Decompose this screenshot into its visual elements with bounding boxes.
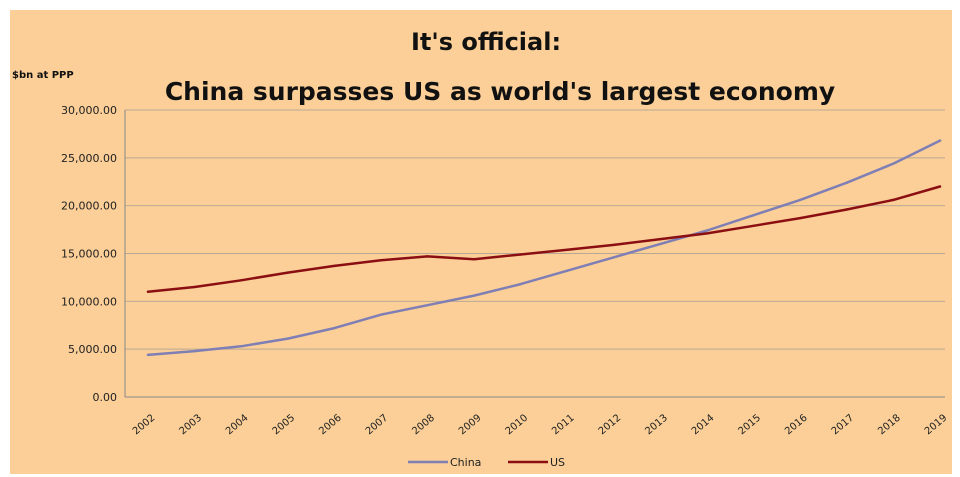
series-line-china xyxy=(146,139,942,357)
x-tick-label: 2011 xyxy=(550,413,577,438)
legend-label-us: US xyxy=(550,456,565,469)
grid-layer xyxy=(125,109,945,350)
x-tick-label: 2002 xyxy=(131,413,158,438)
x-tick-label: 2016 xyxy=(783,413,810,438)
data-point-us xyxy=(146,290,150,293)
data-point-us xyxy=(472,258,476,261)
data-point-china xyxy=(426,303,429,307)
data-point-us xyxy=(286,271,289,274)
data-point-china xyxy=(519,282,522,286)
data-point-china xyxy=(286,337,289,340)
data-point-china xyxy=(566,269,569,272)
line-chart: It's official: China surpasses US as wor… xyxy=(12,28,949,469)
legend-label-china: China xyxy=(450,456,481,469)
x-tick-label: 2015 xyxy=(737,413,764,438)
data-point-china xyxy=(239,345,243,348)
series-layer xyxy=(146,139,942,357)
x-tick-label: 2014 xyxy=(690,413,717,438)
data-point-us xyxy=(845,208,849,211)
x-tick-label: 2008 xyxy=(410,413,437,438)
chart-subtitle: China surpasses US as world's largest ec… xyxy=(165,77,835,106)
data-point-china xyxy=(799,198,802,202)
data-point-china xyxy=(938,139,942,142)
data-point-us xyxy=(659,237,662,241)
data-point-china xyxy=(705,229,709,232)
x-tick-label: 2006 xyxy=(317,413,344,438)
data-point-us xyxy=(892,198,895,202)
x-tick-label: 2003 xyxy=(177,413,204,438)
data-point-china xyxy=(379,313,383,316)
y-tick-label: 25,000.00 xyxy=(61,152,117,165)
data-point-us xyxy=(752,224,755,227)
tick-layer: 0.00 5,000.00 10,000.00 15,000.00 20,000.00 2… xyxy=(61,104,949,437)
data-point-us xyxy=(612,243,616,247)
chart-title: It's official: xyxy=(411,28,561,56)
x-tick-label: 2005 xyxy=(271,413,298,438)
data-point-china xyxy=(612,256,616,259)
data-point-us xyxy=(426,255,429,258)
data-point-us xyxy=(239,279,243,282)
y-axis-label: $bn at PPP xyxy=(12,70,74,81)
data-point-us xyxy=(333,264,336,268)
x-tick-label: 2010 xyxy=(504,413,531,438)
data-point-china xyxy=(892,162,895,165)
data-point-us xyxy=(519,253,522,256)
x-tick-label: 2004 xyxy=(224,413,251,438)
x-tick-label: 2017 xyxy=(830,413,857,438)
x-tick-label: 2012 xyxy=(597,413,624,438)
y-tick-label: 30,000.00 xyxy=(61,104,117,117)
legend: China US xyxy=(408,456,565,469)
x-tick-label: 2009 xyxy=(457,413,484,438)
chart-frame: It's official: China surpasses US as wor… xyxy=(10,10,952,474)
data-point-china xyxy=(146,353,150,357)
data-point-china xyxy=(752,214,755,217)
data-point-us xyxy=(938,185,942,188)
data-point-china xyxy=(659,242,662,246)
data-point-china xyxy=(333,326,336,330)
series-line-us xyxy=(146,185,942,294)
y-tick-label: 5,000.00 xyxy=(68,343,117,356)
data-point-us xyxy=(379,258,383,262)
y-tick-label: 15,000.00 xyxy=(61,248,117,261)
y-tick-label: 0.00 xyxy=(93,391,118,404)
data-point-us xyxy=(193,285,196,289)
x-tick-label: 2007 xyxy=(364,413,391,438)
data-point-china xyxy=(472,294,476,297)
data-point-us xyxy=(705,232,709,235)
axis-layer xyxy=(124,110,945,398)
x-tick-label: 2013 xyxy=(643,413,670,438)
y-tick-label: 10,000.00 xyxy=(61,295,117,308)
x-tick-label: 2019 xyxy=(923,413,950,438)
data-point-us xyxy=(799,216,802,220)
y-tick-label: 20,000.00 xyxy=(61,200,117,213)
data-point-china xyxy=(193,349,196,353)
data-point-china xyxy=(845,181,849,184)
x-tick-label: 2018 xyxy=(876,413,903,438)
data-point-us xyxy=(566,248,569,251)
